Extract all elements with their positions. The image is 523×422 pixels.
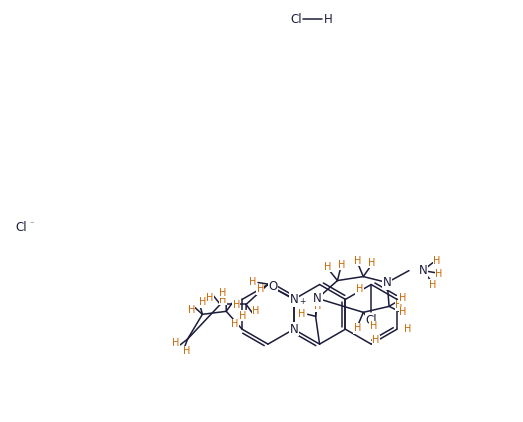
Text: +: + <box>299 298 305 306</box>
Text: N: N <box>289 293 298 306</box>
Text: H: H <box>184 346 191 356</box>
Text: H: H <box>207 293 214 303</box>
Text: H: H <box>435 268 442 279</box>
Text: H: H <box>400 307 407 317</box>
Text: H: H <box>354 323 361 333</box>
Text: N: N <box>313 292 322 305</box>
Text: H: H <box>240 311 247 321</box>
Text: H: H <box>219 288 226 298</box>
Text: H: H <box>173 338 180 348</box>
Text: H: H <box>298 309 305 319</box>
Text: H: H <box>372 335 380 345</box>
Text: H: H <box>188 305 195 315</box>
Text: H: H <box>324 13 332 26</box>
Text: H: H <box>400 293 407 303</box>
Text: H: H <box>253 306 260 316</box>
Text: H: H <box>354 256 361 266</box>
Text: H: H <box>220 295 227 305</box>
Text: O: O <box>268 280 278 293</box>
Text: ⁻: ⁻ <box>29 219 34 228</box>
Text: Cl: Cl <box>290 13 302 26</box>
Text: H: H <box>368 258 375 268</box>
Text: H: H <box>248 276 256 287</box>
Text: H: H <box>370 321 377 331</box>
Text: H: H <box>231 319 238 329</box>
Text: N: N <box>418 264 427 277</box>
Text: H: H <box>338 260 345 270</box>
Text: H: H <box>257 284 264 295</box>
Text: Cl: Cl <box>366 314 377 327</box>
Text: H: H <box>233 300 240 310</box>
Text: H: H <box>356 284 363 295</box>
Text: N: N <box>383 276 392 289</box>
Text: H: H <box>199 298 207 307</box>
Text: Cl: Cl <box>16 222 27 234</box>
Text: H: H <box>404 324 411 334</box>
Text: N: N <box>289 323 298 336</box>
Text: H: H <box>324 262 331 272</box>
Text: H: H <box>395 300 403 310</box>
Text: H: H <box>314 301 321 311</box>
Text: H: H <box>429 279 437 289</box>
Text: H: H <box>433 256 440 266</box>
